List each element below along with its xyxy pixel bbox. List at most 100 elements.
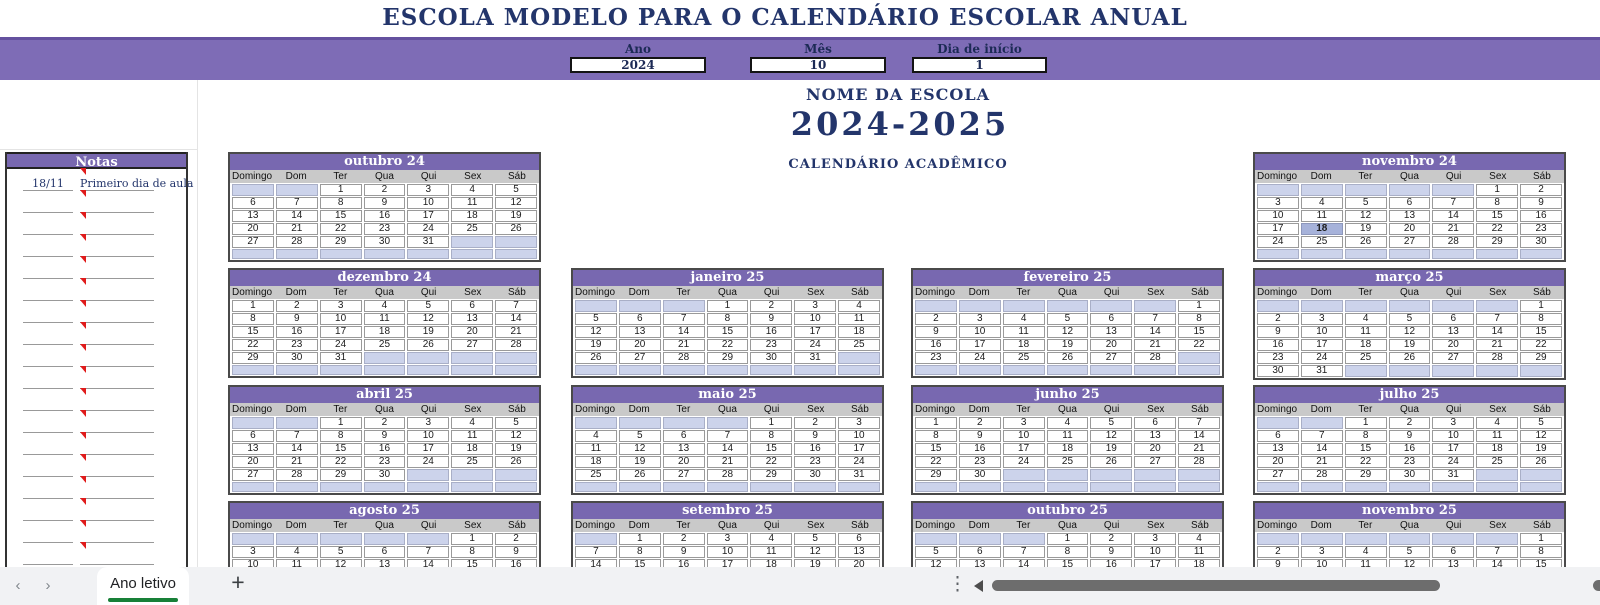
empty-day-cell[interactable] <box>1002 300 1045 312</box>
day-cell[interactable]: 24 <box>407 456 450 468</box>
day-cell[interactable]: 6 <box>363 546 406 558</box>
empty-day-cell[interactable] <box>407 469 450 481</box>
day-cell[interactable]: 13 <box>1134 430 1177 442</box>
empty-day-cell[interactable] <box>1476 533 1519 545</box>
day-cell[interactable]: 5 <box>1344 197 1387 209</box>
empty-day-cell[interactable] <box>319 249 362 259</box>
day-cell[interactable]: 13 <box>1090 326 1133 338</box>
note-text-cell[interactable] <box>80 256 154 279</box>
day-cell[interactable]: 15 <box>1476 210 1519 222</box>
empty-day-cell[interactable] <box>1432 300 1475 312</box>
empty-day-cell[interactable] <box>794 482 837 492</box>
note-text-cell[interactable] <box>80 520 154 543</box>
empty-day-cell[interactable] <box>319 365 362 375</box>
day-cell[interactable]: 21 <box>275 456 318 468</box>
day-cell[interactable]: 2 <box>1257 546 1299 558</box>
empty-day-cell[interactable] <box>1300 300 1343 312</box>
day-cell[interactable]: 23 <box>958 456 1001 468</box>
note-date-cell[interactable] <box>23 397 73 411</box>
day-cell[interactable]: 17 <box>1257 223 1299 235</box>
empty-day-cell[interactable] <box>275 482 318 492</box>
empty-day-cell[interactable] <box>1002 482 1045 492</box>
empty-day-cell[interactable] <box>1178 469 1220 481</box>
empty-day-cell[interactable] <box>451 365 494 375</box>
day-cell[interactable]: 3 <box>706 533 749 545</box>
day-cell[interactable]: 14 <box>1432 210 1475 222</box>
empty-day-cell[interactable] <box>1476 469 1519 481</box>
empty-day-cell[interactable] <box>1476 482 1519 492</box>
empty-day-cell[interactable] <box>706 365 749 375</box>
day-cell[interactable]: 21 <box>495 326 537 338</box>
day-cell[interactable]: 8 <box>915 430 957 442</box>
day-cell[interactable]: 25 <box>838 339 880 351</box>
day-cell[interactable]: 20 <box>232 223 274 235</box>
day-cell[interactable]: 10 <box>1257 210 1299 222</box>
empty-day-cell[interactable] <box>1046 482 1089 492</box>
day-cell[interactable]: 12 <box>1520 430 1562 442</box>
day-cell[interactable]: 13 <box>838 546 880 558</box>
day-cell[interactable]: 24 <box>1300 352 1343 364</box>
day-cell[interactable]: 14 <box>1476 326 1519 338</box>
day-cell[interactable]: 11 <box>1178 546 1220 558</box>
day-cell[interactable]: 7 <box>1476 313 1519 325</box>
empty-day-cell[interactable] <box>915 365 957 375</box>
empty-day-cell[interactable] <box>1300 249 1343 259</box>
day-cell[interactable]: 23 <box>363 223 406 235</box>
day-cell[interactable]: 9 <box>363 430 406 442</box>
day-cell[interactable]: 2 <box>363 184 406 196</box>
note-date-cell[interactable] <box>23 331 73 345</box>
note-date-cell[interactable] <box>23 199 73 213</box>
day-cell[interactable]: 1 <box>1520 300 1562 312</box>
empty-day-cell[interactable] <box>1257 482 1299 492</box>
day-cell[interactable]: 6 <box>232 430 274 442</box>
empty-day-cell[interactable] <box>1257 533 1299 545</box>
day-cell[interactable]: 13 <box>1432 326 1475 338</box>
day-cell[interactable]: 18 <box>1002 339 1045 351</box>
day-cell[interactable]: 30 <box>275 352 318 364</box>
empty-day-cell[interactable] <box>706 482 749 492</box>
day-cell[interactable]: 12 <box>1344 210 1387 222</box>
note-text-cell[interactable] <box>80 542 154 565</box>
day-cell[interactable]: 4 <box>1300 197 1343 209</box>
day-cell[interactable]: 10 <box>1432 430 1475 442</box>
day-cell[interactable]: 5 <box>794 533 837 545</box>
day-cell[interactable]: 10 <box>407 430 450 442</box>
day-cell[interactable]: 9 <box>662 546 705 558</box>
day-cell[interactable]: 11 <box>1046 430 1089 442</box>
day-cell[interactable]: 11 <box>1344 326 1387 338</box>
day-cell[interactable]: 27 <box>1388 236 1431 248</box>
day-cell[interactable]: 19 <box>618 456 661 468</box>
note-text-cell[interactable] <box>80 432 154 455</box>
day-cell[interactable]: 21 <box>1432 223 1475 235</box>
day-cell[interactable]: 10 <box>407 197 450 209</box>
empty-day-cell[interactable] <box>275 365 318 375</box>
note-text-cell[interactable] <box>80 454 154 477</box>
day-cell[interactable]: 7 <box>275 197 318 209</box>
day-cell[interactable]: 7 <box>1300 430 1343 442</box>
empty-day-cell[interactable] <box>232 482 274 492</box>
day-cell[interactable]: 14 <box>1300 443 1343 455</box>
day-cell[interactable]: 31 <box>407 236 450 248</box>
empty-day-cell[interactable] <box>1046 365 1089 375</box>
day-cell[interactable]: 15 <box>1178 326 1220 338</box>
day-cell[interactable]: 1 <box>319 417 362 429</box>
day-cell[interactable]: 17 <box>1002 443 1045 455</box>
day-cell[interactable]: 8 <box>1520 546 1562 558</box>
empty-day-cell[interactable] <box>1002 469 1045 481</box>
day-cell[interactable]: 19 <box>495 210 537 222</box>
day-cell[interactable]: 10 <box>794 313 837 325</box>
empty-day-cell[interactable] <box>275 417 318 429</box>
day-cell[interactable]: 7 <box>706 430 749 442</box>
empty-day-cell[interactable] <box>915 482 957 492</box>
empty-day-cell[interactable] <box>1388 365 1431 377</box>
chevron-right-icon[interactable]: › <box>45 577 51 594</box>
empty-day-cell[interactable] <box>1476 249 1519 259</box>
empty-day-cell[interactable] <box>1134 365 1177 375</box>
day-cell[interactable]: 28 <box>1300 469 1343 481</box>
empty-day-cell[interactable] <box>1300 184 1343 196</box>
empty-day-cell[interactable] <box>618 417 661 429</box>
day-cell[interactable]: 12 <box>495 430 537 442</box>
day-cell[interactable]: 28 <box>495 339 537 351</box>
empty-day-cell[interactable] <box>1432 482 1475 492</box>
horizontal-scrollbar-thumb[interactable] <box>992 580 1440 591</box>
